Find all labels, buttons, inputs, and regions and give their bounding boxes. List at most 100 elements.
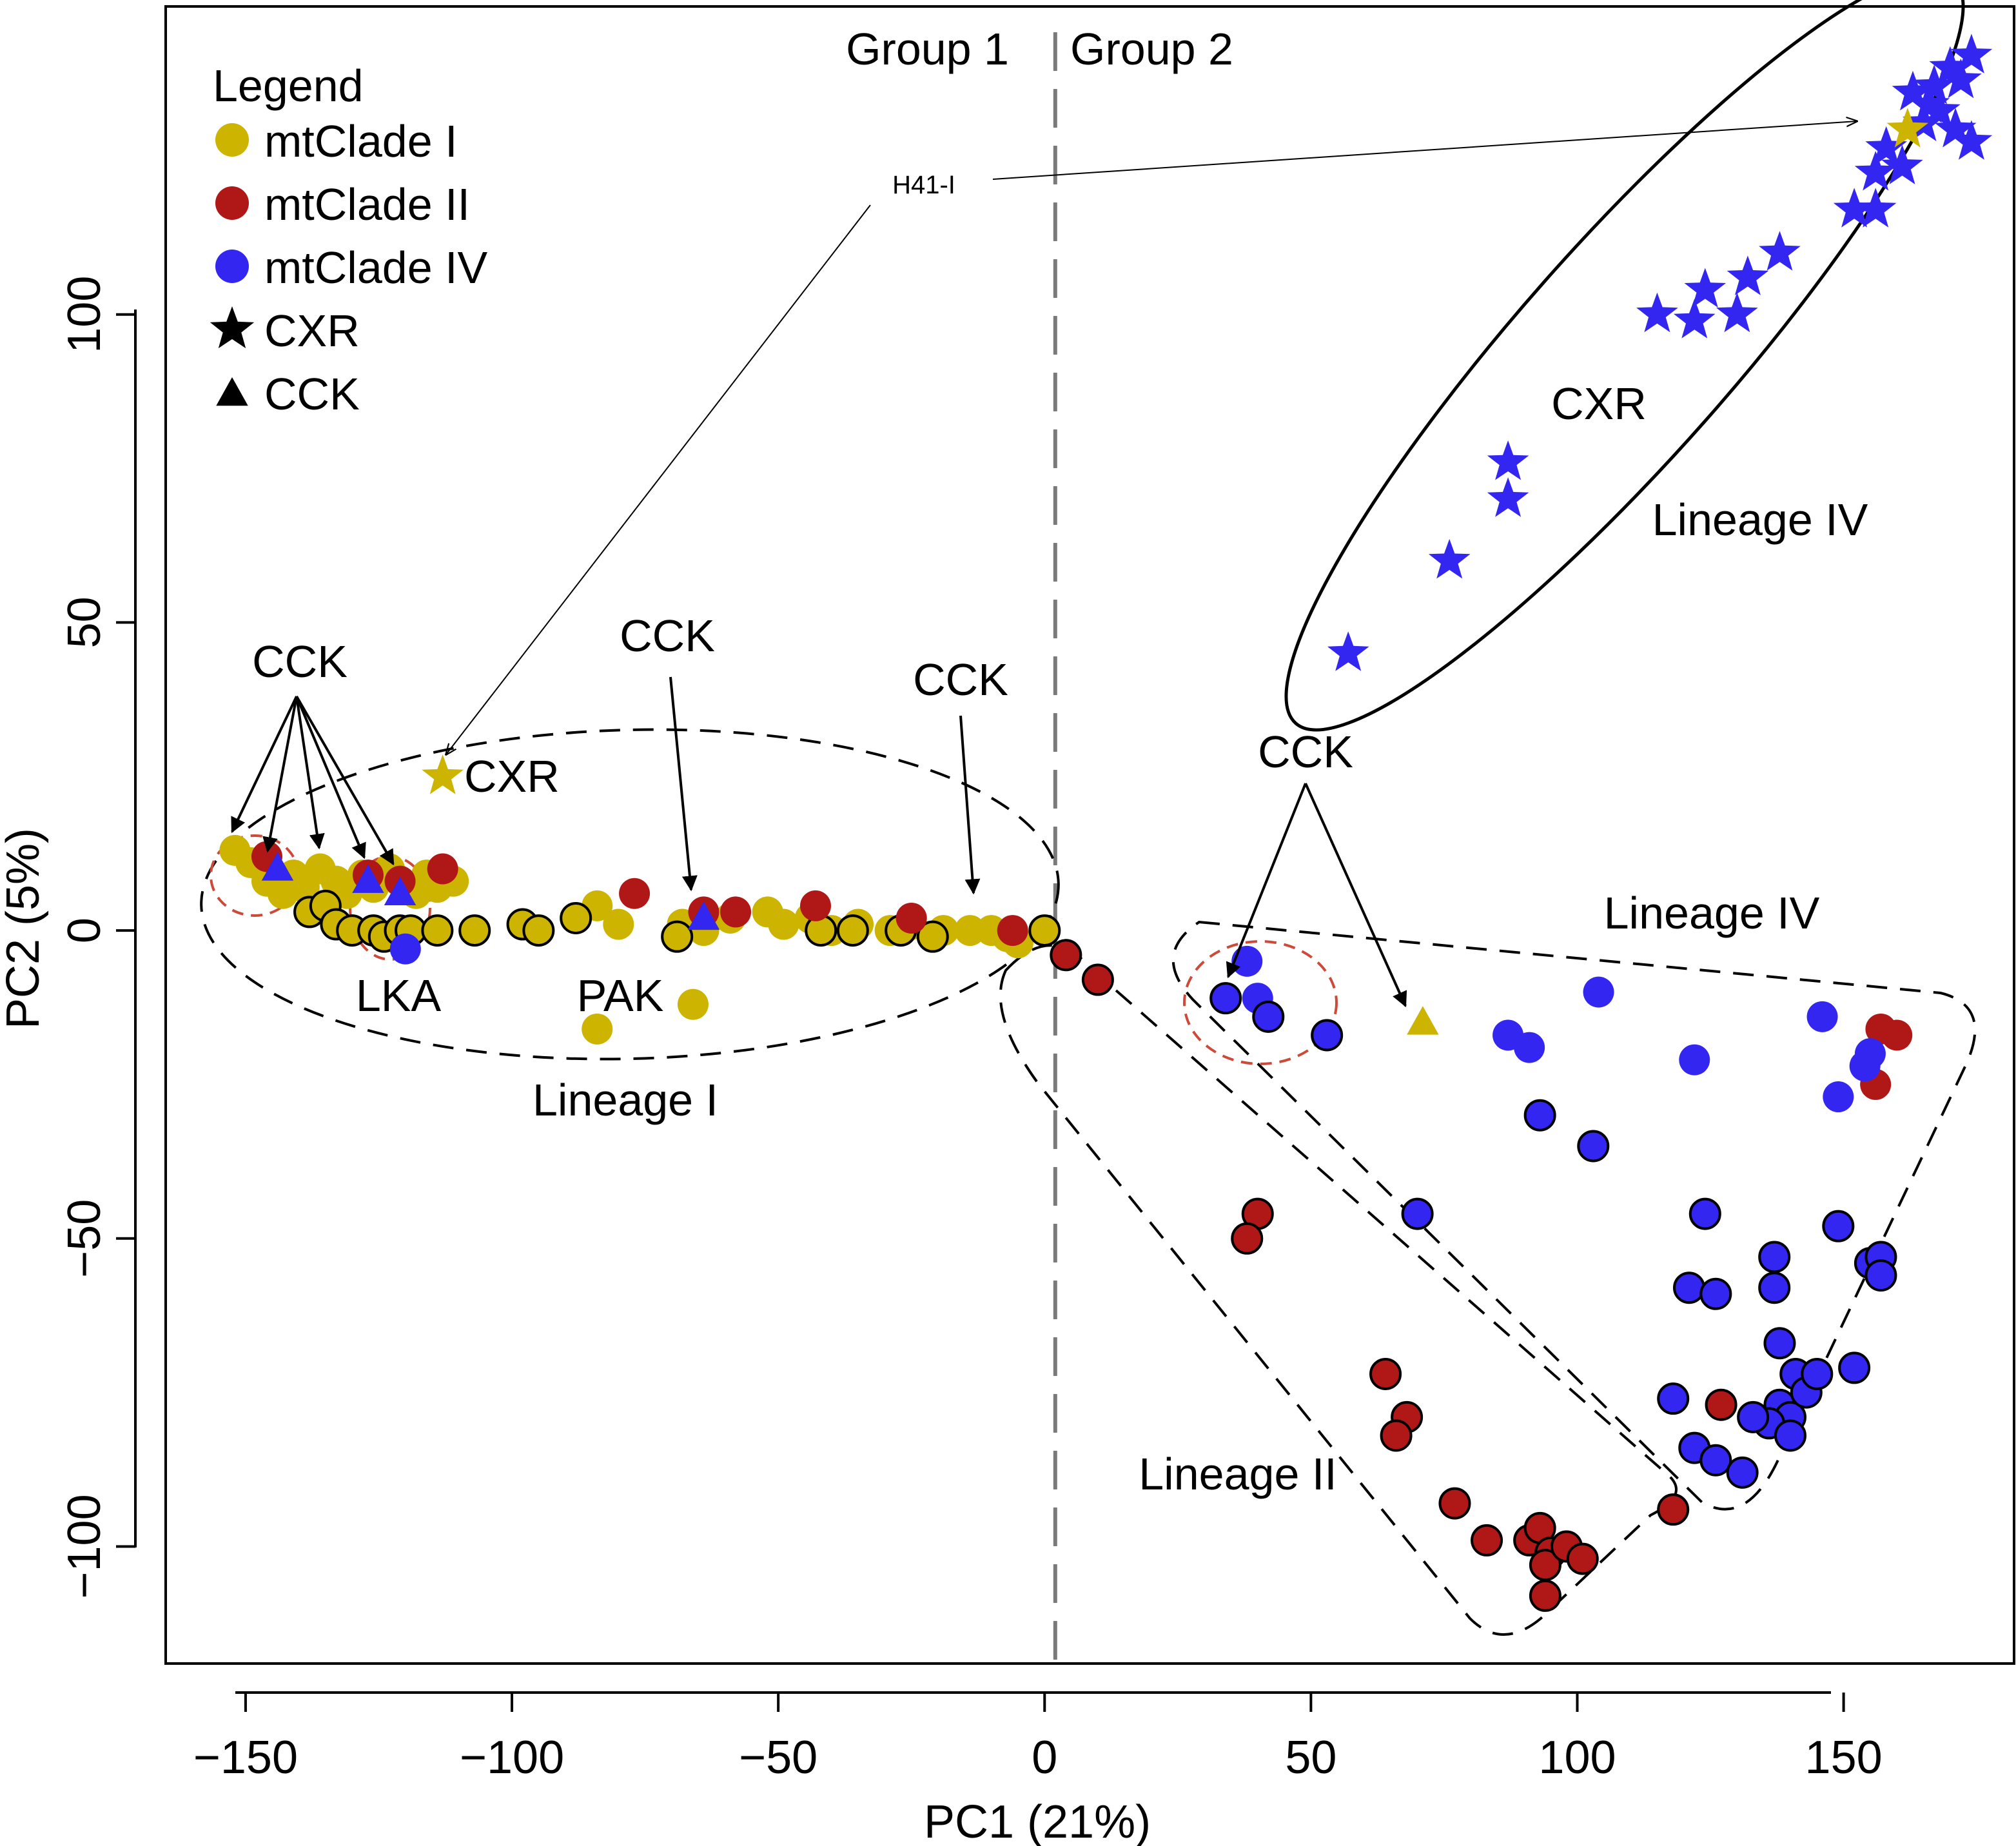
cck-arrow: [231, 696, 298, 834]
lineage-iv-right-label: Lineage IV: [1604, 888, 1820, 938]
cxr-star-point: [1881, 144, 1923, 184]
scatter-point: [389, 933, 421, 965]
scatter-point: [1231, 945, 1263, 977]
cxr-star-point: [1727, 255, 1769, 295]
legend-label: mtClade I: [264, 116, 458, 166]
scatter-point: [582, 1013, 613, 1045]
cxr-star-point: [1636, 292, 1678, 333]
lineage-iv-cxr-ellipse: [1284, 0, 1965, 732]
scatter-point: [1699, 1444, 1732, 1477]
legend-marker-triangle: [216, 377, 248, 406]
h41-label: H41-I: [892, 171, 955, 199]
scatter-point: [1566, 1542, 1599, 1575]
cck-triangle-point: [384, 876, 416, 905]
scatter-point: [619, 878, 651, 909]
cxr-star-point: [1833, 188, 1875, 228]
legend-marker-circle: [215, 250, 249, 283]
h41-arrow-up: [992, 121, 1857, 180]
cck-triangle-point: [1407, 1006, 1439, 1035]
cck-arrow-right-b: [1304, 783, 1407, 1008]
scatter-point: [1849, 1050, 1881, 1082]
scatter-point: [1823, 1081, 1854, 1113]
cxr-star-point: [1865, 126, 1907, 166]
x-axis-title: PC1 (21%): [924, 1796, 1151, 1846]
group-1-label: Group 1: [846, 24, 1009, 74]
cck-arrow-right-a: [1226, 783, 1307, 979]
legend-title: Legend: [213, 61, 364, 111]
data-points: [219, 34, 1993, 1612]
scatter-point: [895, 902, 927, 934]
x-tick-label: 100: [1538, 1732, 1616, 1783]
lineage-iv-top-label: Lineage IV: [1652, 495, 1868, 545]
legend-label: mtClade II: [264, 179, 470, 230]
cxr-star-point: [1950, 120, 1993, 160]
x-tick-label: −100: [460, 1732, 564, 1783]
x-tick-label: 0: [1032, 1732, 1057, 1783]
pak-label: PAK: [577, 970, 664, 1021]
y-tick-label: −50: [59, 1199, 110, 1278]
cck-arrow: [295, 696, 366, 859]
cck-triangle-point: [352, 864, 384, 893]
cxr-star-point: [1428, 538, 1471, 579]
scatter-point: [458, 914, 491, 947]
scatter-point: [1881, 1019, 1913, 1051]
cck-arrow: [262, 696, 298, 853]
scatter-point: [522, 914, 555, 947]
scatter-point: [1369, 1357, 1402, 1390]
scatter-point: [1657, 1382, 1690, 1415]
legend-label: mtClade IV: [264, 242, 488, 293]
scatter-point: [1657, 1493, 1690, 1526]
cxr-star-point: [1919, 89, 1961, 129]
scatter-point: [997, 915, 1028, 947]
y-axis: −100 −50 0 50 100: [59, 276, 137, 1599]
cxr-star-point: [1886, 108, 1929, 148]
scatter-point: [1231, 1222, 1264, 1255]
cck-arrow-mid: [669, 676, 698, 892]
scatter-point: [1679, 1044, 1710, 1075]
cxr-star-point: [1940, 58, 1982, 99]
y-tick-label: 100: [59, 276, 110, 353]
scatter-point: [1380, 1419, 1413, 1452]
scatter-point: [560, 901, 592, 934]
cxr-star-point: [1487, 440, 1529, 480]
scatter-point: [1438, 1487, 1471, 1520]
lineage-i-ellipse: [200, 728, 1060, 1061]
legend-label: CXR: [264, 306, 360, 356]
scatter-point: [1763, 1327, 1796, 1360]
scatter-point: [1523, 1099, 1556, 1132]
scatter-point: [1050, 939, 1082, 972]
cxr-point-label: CXR: [464, 751, 560, 801]
scatter-point: [1806, 1001, 1838, 1032]
scatter-point: [421, 914, 454, 947]
scatter-point: [1311, 1019, 1344, 1052]
h41-arrow-down: [446, 204, 871, 754]
cxr-star-point: [1673, 299, 1716, 339]
cck-arrows-left: [231, 696, 395, 866]
scatter-point: [1705, 1388, 1737, 1421]
cck-label-right: CCK: [1258, 727, 1353, 777]
scatter-point: [1252, 1000, 1285, 1033]
scatter-point: [1688, 1197, 1721, 1230]
cxr-star-point: [1929, 46, 1972, 86]
scatter-point: [1737, 1400, 1770, 1433]
scatter-point: [954, 915, 986, 947]
cxr-star-point: [1327, 631, 1369, 671]
cxr-star-point: [1892, 70, 1934, 111]
scatter-point: [1699, 1277, 1732, 1310]
y-tick-label: −100: [59, 1494, 110, 1598]
x-tick-label: 150: [1805, 1732, 1883, 1783]
cxr-star-point: [1903, 101, 1944, 141]
scatter-point: [661, 920, 694, 953]
x-tick-label: −50: [739, 1732, 817, 1783]
x-tick-label: 50: [1285, 1732, 1336, 1783]
scatter-point: [720, 896, 752, 928]
cck-label-left: CCK: [252, 636, 347, 687]
lineage-iv-region-outline: [1171, 920, 1977, 1511]
lineage-ii-label: Lineage II: [1139, 1449, 1336, 1499]
cxr-star-point: [1913, 64, 1955, 104]
cck-arrow: [295, 696, 325, 850]
cxr-star-point: [1950, 34, 1993, 74]
lineage-i-label: Lineage I: [533, 1075, 718, 1125]
scatter-point: [1726, 1456, 1759, 1489]
legend-marker-star: [210, 306, 255, 349]
